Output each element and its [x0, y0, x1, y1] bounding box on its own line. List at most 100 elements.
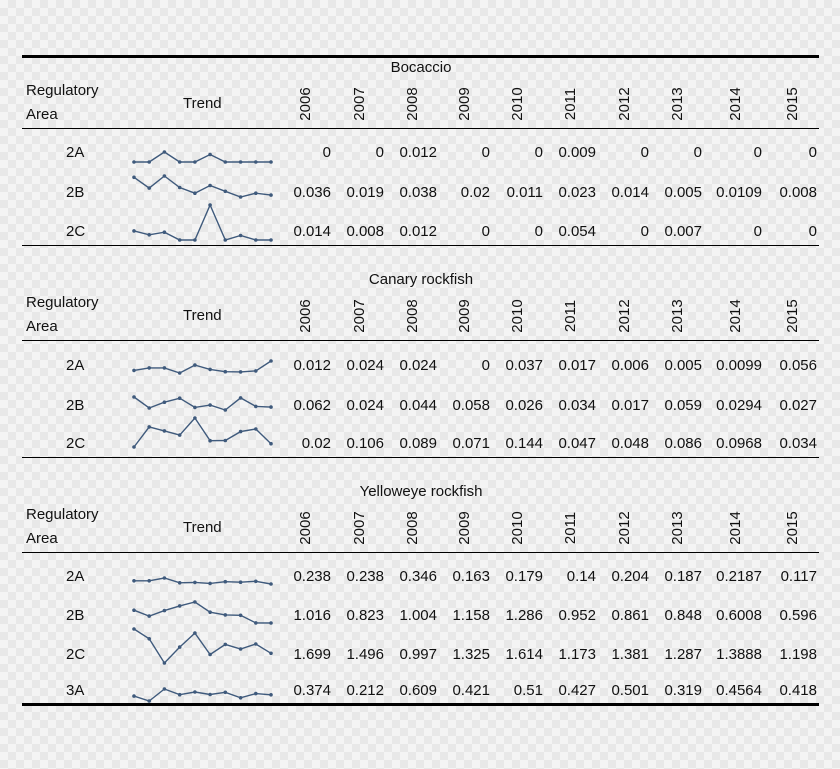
table-cell-value: 0 [534, 144, 543, 161]
sparkline-trend-line [134, 577, 272, 585]
sparkline-point [238, 429, 243, 434]
table-top-rule [22, 55, 819, 58]
sparkline-point [269, 238, 273, 242]
year-header: 2015 [784, 299, 801, 333]
table-cell-value: 1.158 [452, 607, 490, 624]
year-header: 2006 [297, 511, 314, 545]
table-cell-value: 0.106 [346, 435, 384, 452]
table-cell-value: 0.059 [664, 397, 702, 414]
sparkline-point [147, 614, 151, 618]
sparkline-trend-line [133, 396, 272, 411]
table-cell-value: 0.044 [399, 397, 437, 414]
sparkline-point [193, 600, 197, 604]
year-header: 2006 [297, 87, 314, 121]
year-header: 2011 [562, 299, 579, 333]
year-header: 2014 [727, 511, 744, 545]
table-cell-value: 0.024 [346, 397, 384, 414]
sparkline-point [254, 238, 258, 242]
sparkline-point [177, 396, 182, 400]
table-cell-value: 0.163 [452, 568, 490, 585]
table-cell-value: 0.034 [558, 397, 596, 414]
sparkline-point [238, 396, 243, 400]
table-cell-value: 0.071 [452, 435, 490, 452]
header-rule-canary [22, 340, 819, 341]
sparkline-point [193, 191, 197, 195]
table-cell-value: 0.005 [664, 357, 702, 374]
table-cell-value: 0.014 [293, 223, 331, 240]
year-header: 2009 [456, 511, 473, 545]
sparkline-point [223, 642, 228, 647]
regulatory-area-header-line2: Area [26, 318, 58, 335]
sparkline-point [147, 406, 151, 410]
table-cell-value: 0.823 [346, 607, 384, 624]
sparkline-point [177, 433, 182, 437]
table-cell-value: 0 [640, 223, 649, 240]
sparkline-point [147, 637, 151, 641]
table-cell-value: 0.012 [293, 357, 331, 374]
sparkline-point [177, 185, 182, 190]
table-cell-value: 0.012 [399, 223, 437, 240]
header-rule-yelloweye [22, 552, 819, 553]
header-rule-bocaccio [22, 128, 819, 129]
sparkline-point [147, 366, 151, 370]
trend-sparkline [132, 627, 273, 665]
table-cell-value: 0 [322, 144, 331, 161]
table-cell-value: 0.51 [513, 682, 543, 699]
sparkline-point [223, 613, 228, 617]
table-cell-value: 0.238 [346, 568, 384, 585]
table-cell-value: 0.024 [399, 357, 437, 374]
trend-sparkline [132, 687, 273, 703]
year-header: 2007 [351, 511, 368, 545]
sparkline-trend-line [133, 360, 272, 374]
sparkline-point [269, 160, 273, 164]
sparkline-point [208, 438, 212, 443]
sparkline-point [162, 230, 167, 234]
table-cell-value: 0 [481, 357, 490, 374]
sparkline-point [177, 238, 182, 242]
species-title: Canary rockfish [368, 271, 474, 288]
table-cell-value: 1.004 [399, 607, 437, 624]
sparkline-point [132, 395, 136, 399]
sparkline-point [193, 690, 197, 694]
sparkline-point [223, 579, 228, 584]
sparkline-point [132, 694, 136, 698]
table-cell-value: 0.319 [664, 682, 702, 699]
sparkline-point [177, 604, 182, 608]
table-cell-value: 0.6008 [716, 607, 762, 624]
sparkline-point [193, 631, 197, 635]
table-cell-value: 0.0109 [716, 184, 762, 201]
sparkline-point [254, 642, 258, 646]
year-header: 2010 [509, 299, 526, 333]
regulatory-area-label: 2A [66, 568, 85, 585]
trend-sparkline [132, 416, 273, 449]
table-cell-value: 0 [753, 144, 762, 161]
table-cell-value: 1.3888 [716, 646, 762, 663]
sparkline-point [238, 233, 243, 238]
table-cell-value: 0.017 [558, 357, 596, 374]
table-cell-value: 0.034 [779, 435, 817, 452]
regulatory-area-label: 2B [66, 184, 85, 201]
table-cell-value: 1.016 [293, 607, 331, 624]
table-cell-value: 0.144 [505, 435, 543, 452]
table-cell-value: 1.699 [293, 646, 331, 663]
year-header: 2009 [456, 299, 473, 333]
sparkline-point [208, 610, 212, 614]
table-cell-value: 0.027 [779, 397, 817, 414]
sparkline-point [193, 363, 197, 367]
regulatory-area-label: 2A [66, 144, 85, 161]
table-cell-value: 0.418 [779, 682, 817, 699]
table-cell-value: 0.014 [611, 184, 649, 201]
table-cell-value: 0.008 [346, 223, 384, 240]
sparkline-point [208, 367, 212, 372]
sparkline-point [208, 652, 212, 657]
table-cell-value: 0.952 [558, 607, 596, 624]
table-cell-value: 0.212 [346, 682, 384, 699]
sparkline-point [223, 690, 228, 695]
trend-header: Trend [183, 307, 222, 324]
table-cell-value: 1.614 [505, 646, 543, 663]
trend-sparkline [132, 359, 273, 375]
sparkline-point [254, 404, 258, 409]
table-cell-value: 0.117 [780, 568, 817, 585]
regulatory-area-header: Regulatory [26, 506, 99, 523]
table-cell-value: 0 [481, 223, 490, 240]
